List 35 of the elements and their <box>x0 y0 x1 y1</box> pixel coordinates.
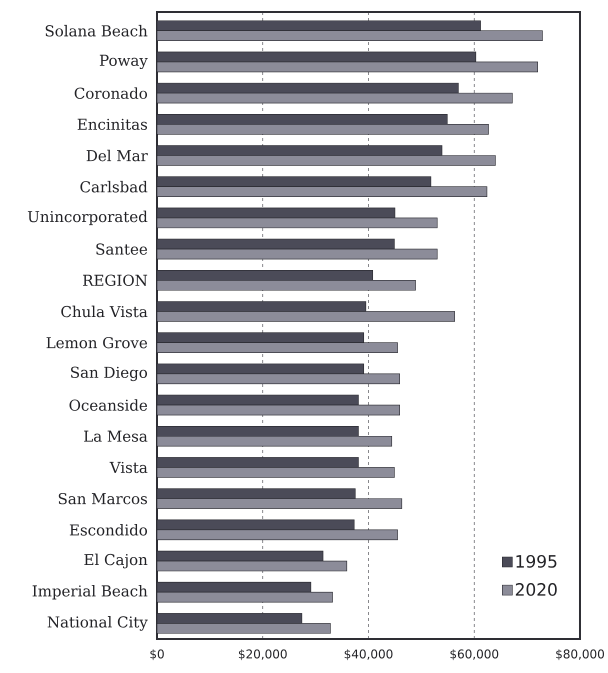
y-tick-label: Lemon Grove <box>46 336 148 348</box>
bar <box>156 550 324 562</box>
y-tick-label: Escondido <box>70 524 148 536</box>
legend-label: 2020 <box>516 583 557 596</box>
x-tick-label: $0 <box>150 649 164 660</box>
bar <box>156 426 359 437</box>
y-tick-label: Oceanside <box>69 399 148 411</box>
y-tick-label: San Marcos <box>58 492 148 504</box>
y-tick-label: National City <box>48 616 148 631</box>
x-tick-label: $80,000 <box>556 649 604 660</box>
y-tick-label: REGION <box>83 274 148 286</box>
y-tick-label: Carlsbad <box>80 180 148 193</box>
bar <box>156 270 374 281</box>
y-tick-label: Poway <box>100 54 148 70</box>
y-tick-label: Santee <box>96 243 148 255</box>
x-tick-label: $40,000 <box>344 649 392 660</box>
y-tick-label: San Diego <box>71 366 148 382</box>
x-tick-label: $20,000 <box>238 649 287 660</box>
y-tick-label: La Mesa <box>84 430 148 442</box>
y-tick-label: Vista <box>110 462 148 474</box>
bar <box>156 114 448 125</box>
bar <box>156 82 459 94</box>
y-tick-label: Imperial Beach <box>32 584 148 600</box>
y-tick-label: Solana Beach <box>46 24 148 37</box>
y-tick-label: El Cajon <box>84 554 148 568</box>
legend-label: 1995 <box>516 554 556 568</box>
bar <box>156 238 395 250</box>
y-tick-label: Encinitas <box>78 118 148 130</box>
bar <box>156 394 359 406</box>
y-tick-label: Del Mar <box>86 150 148 162</box>
x-tick-label: $60,000 <box>450 649 498 660</box>
y-tick-label: Coronado <box>74 87 148 99</box>
y-tick-label: Unincorporated <box>28 210 148 226</box>
y-tick-label: Chula Vista <box>61 306 148 318</box>
bar <box>156 582 312 593</box>
